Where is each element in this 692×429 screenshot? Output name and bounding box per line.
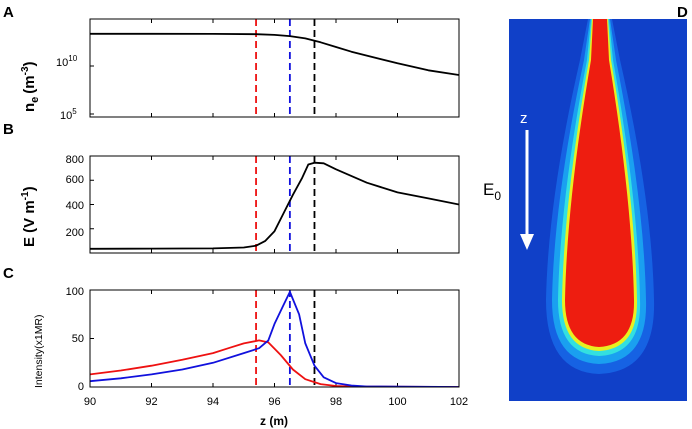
z-arrow-head bbox=[520, 234, 534, 250]
panel-b-yticks: 200 400 600 800 bbox=[66, 154, 84, 239]
panel-c-frame bbox=[89, 289, 460, 388]
panel-c-ylabel: Intensity(x1MR) bbox=[33, 314, 45, 388]
ytick-c-50: 50 bbox=[72, 333, 84, 345]
series-a-n_e bbox=[90, 32, 459, 76]
z-label: z bbox=[520, 110, 528, 127]
ytick-b-800: 800 bbox=[66, 154, 84, 166]
ytick-a-1e5: 105 bbox=[60, 107, 77, 122]
ytick-b-200: 200 bbox=[66, 227, 84, 239]
panel-a-frame bbox=[89, 18, 460, 118]
panel-b-lines bbox=[90, 161, 459, 250]
panel-c-markers bbox=[255, 290, 316, 387]
panel-label-c: C bbox=[3, 265, 14, 282]
panel-c-xtick-labels: 90 92 94 96 98 100 102 bbox=[84, 396, 468, 408]
panel-c: 0 50 100 Intensity(x1MR) 90 92 94 96 98 100 10… bbox=[33, 286, 468, 428]
simulation-core bbox=[565, 19, 635, 347]
xtick-label-98: 98 bbox=[330, 396, 342, 408]
xtick-label-90: 90 bbox=[84, 396, 96, 408]
xtick-label-102: 102 bbox=[450, 396, 468, 408]
series-b-E bbox=[90, 161, 459, 250]
panel-label-d: D bbox=[677, 4, 688, 21]
panel-b-frame bbox=[89, 155, 460, 254]
panel-d: z E0 bbox=[483, 19, 687, 401]
panel-c-lines bbox=[90, 290, 459, 387]
xtick-label-94: 94 bbox=[207, 396, 219, 408]
panel-c-xlabel: z (m) bbox=[260, 414, 288, 428]
ytick-c-0: 0 bbox=[78, 381, 84, 393]
panel-a-yticks: 105 1010 bbox=[56, 54, 94, 122]
panel-a-ylabel: ne(m-3) bbox=[20, 61, 41, 112]
xtick-label-100: 100 bbox=[388, 396, 406, 408]
series-c-red bbox=[90, 339, 459, 387]
panel-label-a: A bbox=[3, 4, 14, 21]
ytick-b-400: 400 bbox=[66, 200, 84, 212]
e0-label: E0 bbox=[483, 180, 501, 203]
xtick-label-92: 92 bbox=[145, 396, 157, 408]
panel-b-markers bbox=[255, 156, 316, 253]
panel-b-ylabel: E (V m-1) bbox=[20, 186, 38, 247]
panel-c-yticks: 0 50 100 bbox=[66, 286, 84, 393]
panel-b-xticks bbox=[89, 155, 460, 253]
panel-a: 105 1010 ne(m-3) bbox=[20, 18, 460, 122]
series-c-blue bbox=[90, 290, 459, 387]
ytick-a-1e10: 1010 bbox=[56, 54, 78, 69]
xtick-label-96: 96 bbox=[268, 396, 280, 408]
ytick-c-100: 100 bbox=[66, 286, 84, 298]
panel-label-b: B bbox=[3, 121, 14, 138]
panel-b: 200 400 600 800 E (V m-1) bbox=[20, 154, 460, 254]
panel-c-xticks bbox=[89, 289, 460, 388]
ytick-b-600: 600 bbox=[66, 174, 84, 186]
panel-a-lines bbox=[90, 32, 459, 76]
